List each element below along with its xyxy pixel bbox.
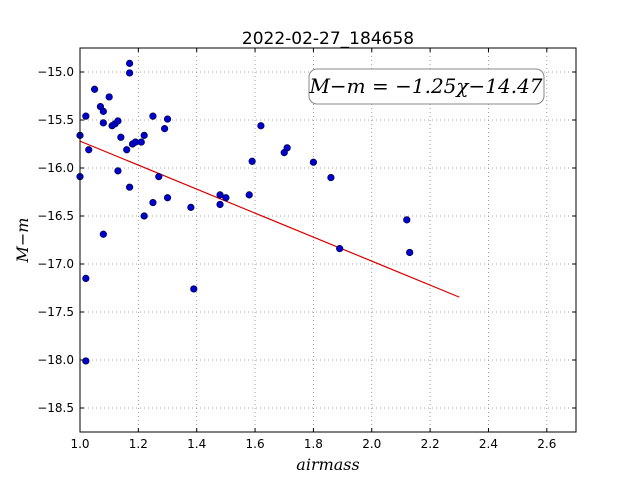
data-point [163, 194, 172, 202]
data-point [137, 138, 145, 146]
gridlines [79, 48, 576, 432]
data-point [117, 133, 125, 141]
data-point [187, 203, 195, 211]
data-point [216, 191, 224, 199]
fit-line-layer [79, 140, 460, 298]
data-point [140, 212, 148, 220]
data-point [149, 198, 157, 207]
data-point [155, 173, 163, 181]
data-point [163, 115, 172, 123]
data-point [222, 194, 230, 202]
axis-ticks [79, 48, 576, 432]
x-tick-label: 1.6 [246, 437, 265, 451]
data-point [309, 158, 318, 166]
y-tick-label: −16.0 [37, 161, 74, 175]
x-tick-label: 1.2 [129, 437, 148, 451]
data-point [327, 174, 335, 182]
data-point [99, 107, 107, 115]
y-tick-labels: −15.0 −15.5 −16.0 −16.5 −17.0 −17.5 −18.0 −18.5 [37, 65, 74, 415]
data-point [90, 85, 99, 93]
y-tick-label: −15.0 [37, 65, 74, 79]
y-tick-label: −15.5 [37, 113, 74, 127]
y-tick-label: −18.5 [37, 401, 74, 415]
data-point [126, 59, 134, 67]
data-point [114, 167, 122, 175]
data-point [99, 119, 107, 127]
data-point [248, 157, 256, 165]
x-tick-label: 1.4 [187, 437, 206, 451]
chart-title: 2022-02-27_184658 [242, 29, 414, 49]
data-point [82, 357, 90, 365]
data-point [403, 216, 411, 224]
data-point [82, 274, 90, 283]
data-point [126, 183, 134, 191]
data-points-layer [76, 59, 414, 365]
y-tick-label: −18.0 [37, 353, 74, 367]
y-tick-label: −17.5 [37, 305, 74, 319]
annotation-box [308, 68, 545, 105]
data-point [190, 285, 198, 293]
plot-frame [79, 47, 577, 433]
x-tick-label: 1.0 [70, 437, 89, 451]
y-tick-label: −17.0 [37, 257, 74, 271]
data-point [85, 146, 93, 154]
data-point [336, 245, 344, 253]
data-point [283, 144, 291, 152]
x-tick-label: 2.0 [362, 437, 381, 451]
data-point [114, 117, 122, 125]
x-tick-label: 2.2 [421, 437, 440, 451]
fit-line [79, 140, 460, 298]
data-point [82, 112, 90, 120]
data-point [245, 191, 253, 199]
x-axis-label: airmass [296, 455, 359, 474]
data-point [257, 122, 265, 130]
data-point [105, 93, 113, 101]
x-tick-label: 2.6 [537, 437, 556, 451]
x-tick-label: 1.8 [304, 437, 323, 451]
y-tick-label: −16.5 [37, 209, 74, 223]
data-point [99, 230, 107, 238]
x-tick-label: 2.4 [479, 437, 498, 451]
fit-equation: M−m = −1.25χ−14.47 [308, 74, 542, 98]
data-point [161, 125, 169, 133]
data-point [406, 248, 414, 257]
data-point [140, 131, 148, 139]
data-point [123, 146, 131, 154]
data-point [216, 200, 224, 209]
y-axis-label: M−m [13, 218, 32, 264]
fit-annotation: M−m = −1.25χ−14.47 [308, 68, 545, 105]
data-point [149, 112, 157, 120]
data-point [126, 69, 134, 77]
x-tick-labels: 1.0 1.2 1.4 1.6 1.8 2.0 2.2 2.4 2.6 [70, 437, 556, 451]
